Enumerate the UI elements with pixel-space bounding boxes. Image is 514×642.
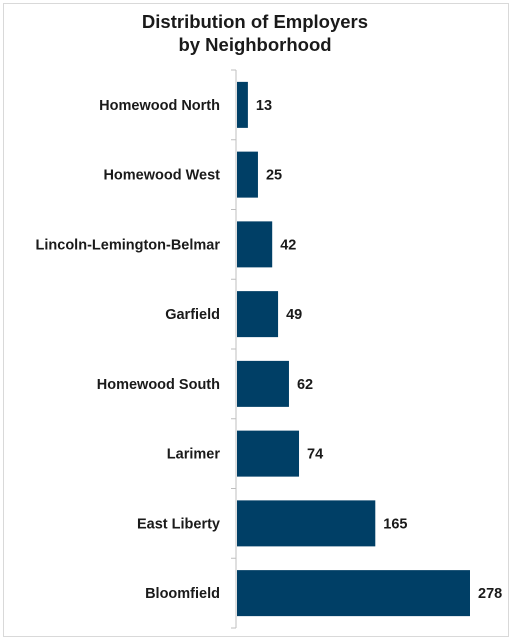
category-label: Homewood West — [103, 168, 220, 184]
category-label: Lincoln-Lemington-Belmar — [36, 237, 221, 253]
data-label: 165 — [383, 516, 407, 532]
data-label: 25 — [266, 168, 282, 184]
category-label: East Liberty — [137, 516, 220, 532]
bar-homewood-west — [237, 151, 258, 198]
bar-homewood-south — [237, 360, 289, 407]
chart-title-line-1: Distribution of Employers — [141, 11, 369, 32]
bar-lincoln-lemington-belmar — [237, 221, 273, 268]
chart-title-line-2: by Neighborhood — [178, 34, 332, 55]
data-label: 74 — [307, 447, 323, 463]
chart-title: Distribution of Employers by Neighborhoo… — [0, 10, 510, 56]
chart-frame — [3, 3, 509, 637]
bar-larimer — [237, 430, 300, 477]
data-label: 13 — [256, 98, 272, 114]
bar-homewood-north — [237, 81, 248, 128]
bar-east-liberty — [237, 500, 376, 547]
data-label: 49 — [286, 307, 302, 323]
category-label: Larimer — [167, 447, 221, 463]
category-label: Homewood South — [97, 377, 220, 393]
data-label: 278 — [478, 586, 502, 602]
category-label: Garfield — [165, 307, 220, 323]
bar-bloomfield — [237, 570, 470, 617]
category-label: Homewood North — [99, 98, 220, 114]
data-label: 62 — [297, 377, 313, 393]
data-label: 42 — [280, 237, 296, 253]
bar-garfield — [237, 291, 279, 338]
category-label: Bloomfield — [145, 586, 220, 602]
